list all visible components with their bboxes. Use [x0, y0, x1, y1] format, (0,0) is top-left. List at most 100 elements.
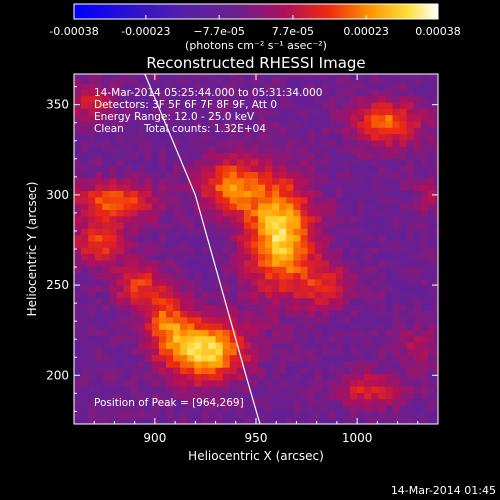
heatmap-cell	[187, 202, 195, 210]
heatmap-cell	[151, 190, 160, 198]
heatmap-cell	[378, 190, 387, 198]
heatmap-cell	[272, 335, 280, 343]
heatmap-cell	[201, 367, 210, 375]
heatmap-cell	[399, 196, 408, 204]
heatmap-cell	[215, 348, 224, 356]
heatmap-cell	[286, 272, 295, 280]
heatmap-cell	[399, 89, 408, 97]
heatmap-cell	[229, 379, 238, 387]
heatmap-cell	[420, 367, 429, 375]
heatmap-cell	[194, 379, 202, 387]
heatmap-cell	[102, 304, 110, 311]
heatmap-cell	[328, 259, 337, 267]
heatmap-cell	[158, 278, 167, 286]
heatmap-cell	[130, 83, 139, 90]
heatmap-cell	[378, 152, 387, 160]
heatmap-cell	[392, 158, 401, 166]
heatmap-cell	[137, 367, 146, 375]
heatmap-cell	[123, 335, 132, 343]
heatmap-cell	[392, 177, 401, 185]
heatmap-cell	[378, 196, 387, 204]
heatmap-cell	[300, 297, 309, 305]
heatmap-cell	[151, 278, 160, 286]
heatmap-cell	[187, 108, 195, 116]
heatmap-cell	[279, 127, 287, 135]
heatmap-cell	[335, 184, 344, 191]
heatmap-cell	[81, 304, 89, 311]
heatmap-cell	[342, 259, 351, 267]
heatmap-cell	[378, 304, 387, 311]
heatmap-cell	[392, 228, 401, 236]
heatmap-cell	[399, 202, 408, 210]
heatmap-cell	[357, 322, 365, 330]
heatmap-cell	[95, 171, 103, 179]
heatmap-cell	[427, 304, 436, 311]
heatmap-cell	[406, 215, 415, 223]
heatmap-cell	[123, 272, 132, 280]
heatmap-cell	[434, 341, 438, 349]
heatmap-cell	[427, 373, 436, 381]
heatmap-cell	[137, 120, 146, 128]
heatmap-cell	[250, 335, 259, 343]
heatmap-cell	[158, 341, 167, 349]
heatmap-cell	[208, 285, 217, 292]
heatmap-cell	[272, 158, 280, 166]
heatmap-cell	[350, 367, 358, 375]
heatmap-cell	[427, 215, 436, 223]
heatmap-cell	[265, 417, 273, 424]
heatmap-cell	[250, 184, 259, 191]
heatmap-cell	[279, 405, 287, 412]
heatmap-cell	[392, 139, 401, 147]
colorbar-ticks: -0.00038 -0.00023 −7.7e-05 7.7e-05 0.00023 0.…	[49, 15, 461, 38]
heatmap-cell	[434, 240, 438, 248]
heatmap-cell	[109, 165, 118, 173]
heatmap-cell	[413, 329, 422, 337]
heatmap-cell	[293, 405, 302, 412]
heatmap-cell	[385, 405, 394, 412]
heatmap-cell	[137, 184, 146, 191]
heatmap-cell	[74, 146, 82, 154]
heatmap-cell	[427, 133, 436, 141]
heatmap-cell	[187, 379, 195, 387]
heatmap-cell	[208, 379, 217, 387]
heatmap-cell	[427, 417, 436, 424]
heatmap-cell	[180, 354, 188, 362]
heatmap-cell	[215, 411, 224, 419]
heatmap-cell	[406, 392, 415, 400]
heatmap-cell	[123, 152, 132, 160]
heatmap-cell	[116, 228, 125, 236]
heatmap-cell	[229, 120, 238, 128]
heatmap-cell	[413, 341, 422, 349]
heatmap-cell	[215, 405, 224, 412]
heatmap-cell	[81, 310, 89, 318]
heatmap-cell	[102, 417, 110, 424]
heatmap-cell	[166, 341, 174, 349]
heatmap-cell	[272, 417, 280, 424]
heatmap-cell	[229, 278, 238, 286]
heatmap-cell	[293, 310, 302, 318]
heatmap-cell	[399, 348, 408, 356]
heatmap-cell	[81, 411, 89, 419]
heatmap-cell	[88, 322, 96, 330]
heatmap-cell	[371, 354, 379, 362]
heatmap-cell	[378, 83, 387, 90]
heatmap-cell	[166, 259, 174, 267]
heatmap-cell	[130, 221, 139, 229]
heatmap-cell	[81, 190, 89, 198]
heatmap-cell	[250, 133, 259, 141]
heatmap-cell	[300, 335, 309, 343]
heatmap-cell	[328, 177, 337, 185]
heatmap-cell	[258, 386, 266, 394]
heatmap-cell	[427, 411, 436, 419]
heatmap-cell	[187, 114, 195, 122]
heatmap-cell	[194, 392, 202, 400]
heatmap-cell	[399, 316, 408, 324]
heatmap-cell	[201, 259, 210, 267]
heatmap-cell	[180, 139, 188, 147]
heatmap-cell	[272, 74, 280, 78]
heatmap-cell	[123, 392, 132, 400]
heatmap-cell	[286, 190, 295, 198]
heatmap-cell	[208, 108, 217, 116]
heatmap-cell	[173, 152, 181, 160]
heatmap-cell	[222, 108, 231, 116]
